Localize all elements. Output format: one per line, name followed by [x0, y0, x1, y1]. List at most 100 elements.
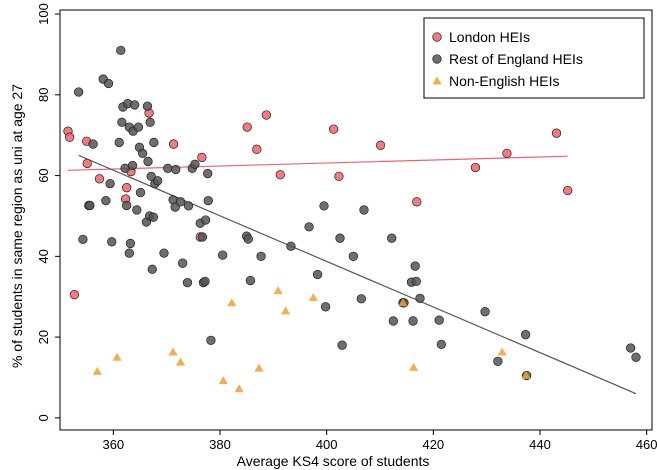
- x-tick-label: 420: [422, 437, 444, 452]
- data-point: [178, 258, 188, 268]
- y-tick-label: 100: [36, 3, 51, 25]
- fit-line: [67, 155, 568, 171]
- data-point: [520, 330, 531, 340]
- y-axis: 0 20 40 60 80 100: [36, 3, 60, 422]
- data-point: [124, 248, 134, 258]
- data-point: [127, 160, 138, 171]
- data-point: [168, 347, 178, 356]
- data-point: [436, 339, 446, 350]
- data-point: [227, 298, 237, 307]
- data-point: [626, 343, 636, 353]
- data-point: [206, 335, 216, 345]
- data-point: [183, 201, 194, 211]
- data-point: [152, 176, 163, 186]
- data-point: [563, 185, 573, 196]
- x-axis: 360 380 400 420 440 460: [102, 430, 657, 452]
- data-point: [319, 201, 329, 211]
- data-point: [163, 163, 173, 173]
- data-point: [203, 195, 213, 206]
- data-point: [182, 277, 193, 288]
- data-point: [245, 275, 256, 286]
- legend-marker: [432, 32, 442, 42]
- data-point: [135, 187, 146, 198]
- data-point: [197, 152, 207, 163]
- data-point: [551, 128, 562, 138]
- data-point: [281, 306, 291, 315]
- data-point: [149, 137, 159, 148]
- y-tick-label: 0: [36, 414, 51, 421]
- x-tick-label: 400: [316, 437, 338, 452]
- y-tick-label: 80: [36, 88, 51, 102]
- legend-marker: [432, 76, 442, 85]
- data-point: [480, 307, 490, 317]
- data-point: [218, 376, 228, 385]
- legend-box: [423, 17, 645, 99]
- data-point: [85, 200, 95, 211]
- data-point: [142, 101, 153, 111]
- data-point: [116, 45, 126, 56]
- data-point: [200, 276, 210, 287]
- data-point: [304, 222, 314, 232]
- y-axis-title: % of students in same region as uni at a…: [9, 84, 25, 368]
- data-point: [470, 162, 481, 173]
- legend-label: London HEIs: [449, 29, 530, 45]
- data-point: [145, 117, 155, 127]
- data-point: [398, 298, 408, 307]
- data-point: [356, 294, 366, 304]
- data-point: [107, 237, 117, 247]
- data-point: [122, 183, 132, 193]
- data-point: [117, 117, 127, 127]
- data-point: [74, 87, 84, 97]
- data-point: [125, 238, 136, 249]
- data-point: [112, 352, 122, 361]
- data-point: [502, 148, 512, 159]
- data-point: [308, 292, 318, 301]
- plot-border: [59, 9, 653, 431]
- data-point: [328, 124, 339, 134]
- data-point: [148, 212, 158, 222]
- data-point: [312, 269, 323, 280]
- data-point: [411, 276, 421, 287]
- data-point: [133, 122, 144, 132]
- data-point: [171, 164, 181, 175]
- y-tick-label: 20: [36, 330, 51, 344]
- fit-lines: [67, 154, 637, 395]
- data-point: [348, 251, 358, 261]
- data-point: [334, 171, 344, 182]
- data-point: [243, 234, 253, 244]
- y-tick-label: 40: [36, 249, 51, 263]
- x-tick-label: 380: [209, 437, 231, 452]
- x-axis-title: Average KS4 score of students: [237, 453, 430, 469]
- data-points: [63, 45, 641, 393]
- data-point: [105, 179, 115, 189]
- data-point: [521, 370, 531, 379]
- data-point: [320, 302, 331, 312]
- data-point: [252, 144, 262, 154]
- data-point: [78, 234, 88, 245]
- data-point: [415, 293, 425, 303]
- data-point: [234, 384, 244, 393]
- data-point: [254, 363, 264, 372]
- data-point: [631, 352, 641, 362]
- data-point: [218, 250, 228, 260]
- data-point: [146, 171, 156, 182]
- data-point: [168, 139, 179, 149]
- data-point: [410, 261, 420, 271]
- data-point: [359, 205, 369, 215]
- legend-marker: [432, 54, 442, 64]
- data-point: [242, 122, 252, 132]
- legend: London HEIs Rest of England HEIs Non-Engli…: [423, 17, 645, 99]
- data-point: [175, 357, 186, 366]
- data-point: [143, 156, 153, 167]
- data-point: [493, 356, 503, 366]
- data-point: [203, 168, 213, 179]
- data-point: [335, 233, 345, 243]
- data-point: [64, 132, 75, 142]
- data-point: [387, 233, 397, 243]
- data-point: [337, 340, 347, 350]
- data-point: [103, 78, 114, 89]
- x-tick-label: 460: [636, 437, 657, 452]
- data-point: [122, 200, 132, 211]
- data-point: [412, 197, 422, 207]
